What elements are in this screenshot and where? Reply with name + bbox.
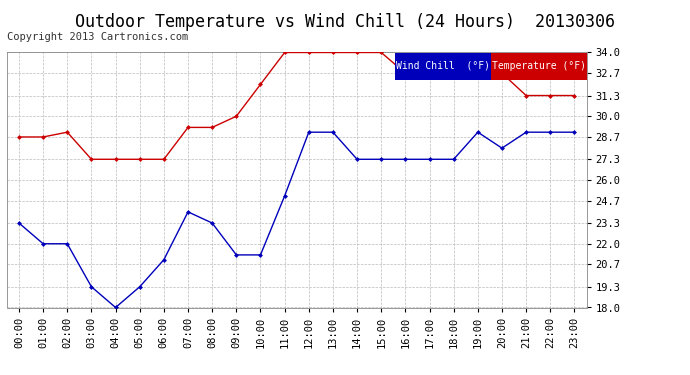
Text: Copyright 2013 Cartronics.com: Copyright 2013 Cartronics.com — [7, 32, 188, 42]
Text: Outdoor Temperature vs Wind Chill (24 Hours)  20130306: Outdoor Temperature vs Wind Chill (24 Ho… — [75, 13, 615, 31]
Text: Wind Chill  (°F): Wind Chill (°F) — [396, 61, 490, 71]
Text: Temperature (°F): Temperature (°F) — [492, 61, 586, 71]
